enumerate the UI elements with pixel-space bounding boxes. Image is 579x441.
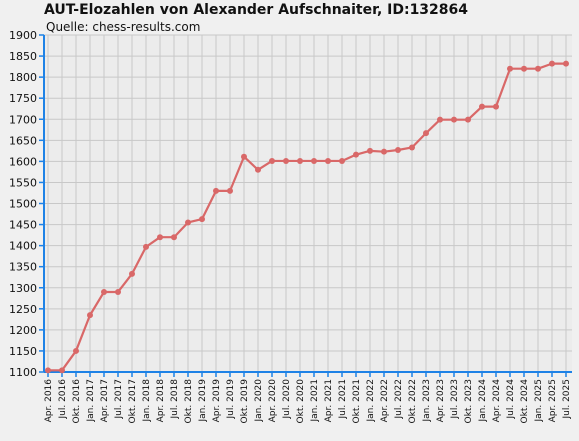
data-point: [185, 219, 191, 226]
data-point: [213, 187, 219, 194]
x-tick-label: Jul. 2019: [226, 379, 236, 420]
y-tick-label: 1150: [9, 345, 37, 358]
data-point: [297, 157, 303, 164]
x-tick-label: Jul. 2023: [450, 379, 460, 420]
data-point: [143, 243, 149, 250]
data-point: [171, 234, 177, 241]
x-tick-label: Jan. 2024: [478, 379, 488, 423]
data-point: [59, 367, 65, 374]
x-tick-label: Apr. 2021: [324, 379, 334, 422]
x-tick-label: Apr. 2018: [156, 379, 166, 423]
x-tick-label: Apr. 2019: [212, 379, 222, 423]
data-point: [521, 65, 527, 72]
data-point: [381, 148, 387, 155]
data-point: [549, 60, 555, 67]
y-tick-label: 1800: [9, 71, 37, 84]
x-tick-label: Okt. 2021: [352, 379, 362, 423]
data-point: [353, 151, 359, 158]
x-tick-label: Okt. 2023: [464, 379, 474, 423]
y-tick-label: 1250: [9, 303, 37, 316]
x-tick-label: Okt. 2019: [240, 379, 250, 424]
x-tick-label: Jul. 2025: [562, 379, 572, 420]
data-point: [227, 187, 233, 194]
data-point: [241, 153, 247, 160]
y-tick-label: 1650: [9, 134, 37, 147]
x-tick-label: Jul. 2018: [170, 379, 180, 420]
data-point: [367, 147, 373, 154]
x-tick-label: Apr. 2025: [548, 379, 558, 422]
data-point: [269, 157, 275, 164]
data-point: [87, 312, 93, 319]
data-point: [479, 103, 485, 110]
x-tick-label: Jan. 2021: [310, 379, 320, 423]
data-point: [395, 147, 401, 154]
x-tick-label: Jul. 2021: [338, 379, 348, 420]
x-tick-label: Apr. 2017: [100, 379, 110, 422]
x-tick-label: Apr. 2024: [492, 379, 502, 423]
y-tick-label: 1300: [9, 282, 37, 295]
x-tick-label: Jan. 2019: [198, 379, 208, 423]
data-point: [493, 103, 499, 110]
data-point: [563, 60, 569, 67]
x-tick-label: Jan. 2017: [86, 379, 96, 423]
y-tick-label: 1750: [9, 92, 37, 105]
y-tick-label: 1700: [9, 113, 37, 126]
x-tick-label: Okt. 2024: [520, 379, 530, 424]
data-point: [157, 234, 163, 241]
x-tick-label: Jan. 2025: [534, 379, 544, 423]
data-point: [73, 347, 79, 354]
y-tick-label: 1350: [9, 261, 37, 274]
chart-source: Quelle: chess-results.com: [46, 20, 201, 34]
data-point: [535, 65, 541, 72]
data-point: [437, 116, 443, 123]
data-point: [101, 288, 107, 295]
y-tick-label: 1400: [9, 240, 37, 253]
data-point: [45, 367, 51, 374]
x-tick-label: Okt. 2017: [128, 379, 138, 423]
y-tick-label: 1900: [9, 29, 37, 42]
x-tick-label: Okt. 2022: [408, 379, 418, 423]
x-tick-label: Jul. 2020: [282, 379, 292, 420]
data-point: [325, 157, 331, 164]
x-tick-label: Jul. 2016: [58, 379, 68, 420]
data-point: [129, 270, 135, 277]
data-point: [451, 116, 457, 123]
y-tick-label: 1100: [9, 366, 37, 379]
data-point: [199, 216, 205, 223]
y-tick-label: 1550: [9, 176, 37, 189]
x-tick-label: Jan. 2018: [142, 379, 152, 423]
x-tick-label: Okt. 2016: [72, 379, 82, 424]
x-tick-label: Okt. 2020: [296, 379, 306, 424]
x-tick-label: Apr. 2022: [380, 379, 390, 422]
data-point: [507, 65, 513, 72]
data-point: [409, 144, 415, 151]
data-point: [255, 166, 261, 173]
x-tick-label: Apr. 2023: [436, 379, 446, 422]
data-point: [311, 157, 317, 164]
x-tick-label: Jul. 2024: [506, 379, 516, 420]
y-tick-label: 1600: [9, 155, 37, 168]
x-tick-label: Okt. 2018: [184, 379, 194, 424]
y-tick-label: 1500: [9, 198, 37, 211]
x-tick-label: Jan. 2023: [422, 379, 432, 423]
x-tick-label: Jan. 2022: [366, 379, 376, 423]
data-point: [423, 130, 429, 137]
y-tick-label: 1200: [9, 324, 37, 337]
data-point: [465, 116, 471, 123]
x-tick-label: Apr. 2016: [44, 379, 54, 423]
data-point: [283, 157, 289, 164]
x-tick-label: Jul. 2022: [394, 379, 404, 420]
series-line: [48, 62, 566, 372]
data-point: [115, 288, 121, 295]
y-tick-label: 1450: [9, 219, 37, 232]
y-tick-label: 1850: [9, 50, 37, 63]
x-tick-label: Jul. 2017: [114, 379, 124, 420]
x-tick-label: Jan. 2020: [254, 379, 264, 423]
chart-title: AUT-Elozahlen von Alexander Aufschnaiter…: [44, 2, 469, 18]
data-point: [339, 157, 345, 164]
x-tick-label: Apr. 2020: [268, 379, 278, 423]
